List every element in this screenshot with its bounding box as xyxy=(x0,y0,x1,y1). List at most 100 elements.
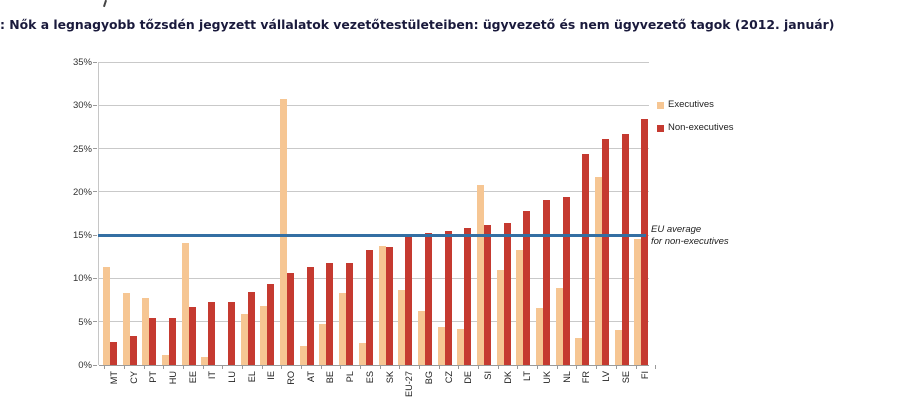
x-axis-label-EU-27: EU-27 xyxy=(404,371,415,398)
x-axis-tick xyxy=(438,365,440,369)
bar-non-executives-LU xyxy=(228,301,236,365)
x-axis-tick xyxy=(576,365,578,369)
bar-executives-PL xyxy=(339,293,347,365)
bar-executives-SI xyxy=(476,184,484,365)
bar-executives-BG xyxy=(417,311,425,365)
bar-non-executives-BE xyxy=(326,262,334,365)
bar-non-executives-BG xyxy=(424,233,432,365)
bar-executives-UK xyxy=(535,307,543,365)
bar-executives-EE xyxy=(181,242,189,365)
bar-executives-DE xyxy=(457,328,465,365)
bar-non-executives-HU xyxy=(169,318,177,365)
bar-non-executives-CY xyxy=(129,335,137,365)
bar-executives-PT xyxy=(142,298,150,365)
legend-key-executives-icon xyxy=(657,102,664,109)
x-axis-tick xyxy=(419,365,421,369)
x-axis-label-RO: RO xyxy=(286,371,297,385)
bar-executives-ES xyxy=(358,342,366,365)
x-axis-label-FI: FI xyxy=(640,371,651,380)
x-axis-tick xyxy=(517,365,519,369)
y-axis-label: 15% xyxy=(72,230,92,242)
y-axis-label: 35% xyxy=(72,57,92,68)
bar-executives-MT xyxy=(103,267,110,365)
bar-non-executives-LV xyxy=(602,139,609,365)
y-axis-tick xyxy=(93,364,97,366)
y-axis-label: 0% xyxy=(78,360,92,371)
y-axis-tick xyxy=(93,61,97,63)
gridline xyxy=(99,191,649,193)
x-axis-tick xyxy=(104,365,106,369)
x-axis-tick xyxy=(340,365,342,369)
x-axis-tick xyxy=(596,365,598,369)
x-axis-tick xyxy=(320,365,322,369)
y-axis-tick xyxy=(93,277,97,279)
bar-executives-LV xyxy=(595,177,602,365)
x-axis-label-CY: CY xyxy=(128,371,139,384)
gridline xyxy=(99,277,649,279)
x-axis-label-DE: DE xyxy=(463,371,474,384)
x-axis-label-BE: BE xyxy=(325,371,336,384)
x-axis-label-SI: SI xyxy=(482,371,493,380)
x-axis-label-SE: SE xyxy=(620,371,631,384)
eu-average-annotation-line1: EU average xyxy=(651,224,702,235)
cropped-text-fragment xyxy=(102,0,108,8)
gridline xyxy=(99,104,649,106)
x-axis-label-AT: AT xyxy=(305,371,316,383)
y-axis-tick xyxy=(93,234,97,236)
bar-non-executives-AT xyxy=(306,267,314,365)
bar-non-executives-MT xyxy=(110,341,117,365)
bar-executives-IE xyxy=(260,306,268,365)
x-axis-label-EE: EE xyxy=(187,371,198,384)
x-axis-label-EL: EL xyxy=(246,371,257,383)
bar-non-executives-EU-27 xyxy=(405,235,413,365)
x-axis-tick xyxy=(241,365,243,369)
bar-non-executives-SI xyxy=(483,224,491,365)
x-axis-tick xyxy=(478,365,480,369)
x-axis-tick xyxy=(182,365,184,369)
gridline xyxy=(99,148,649,150)
x-axis-tick xyxy=(143,365,145,369)
x-axis-tick xyxy=(615,365,617,369)
x-axis-label-IE: IE xyxy=(266,371,277,380)
bar-non-executives-DK xyxy=(503,223,511,365)
x-axis-label-UK: UK xyxy=(541,371,552,384)
x-axis-tick xyxy=(281,365,283,369)
gridline xyxy=(99,61,649,63)
x-axis-label-IT: IT xyxy=(207,371,218,380)
bar-executives-NL xyxy=(555,287,563,365)
y-axis-label: 20% xyxy=(72,186,92,198)
bar-non-executives-SE xyxy=(621,133,629,365)
chart-title: : Nők a legnagyobb tőzsdén jegyzett váll… xyxy=(0,17,835,32)
bar-executives-FI xyxy=(634,238,642,365)
x-axis-label-LV: LV xyxy=(601,371,611,382)
bar-non-executives-EE xyxy=(188,307,196,365)
x-axis-label-ES: ES xyxy=(364,371,375,384)
bar-non-executives-CZ xyxy=(444,230,452,365)
x-axis-label-HU: HU xyxy=(168,371,179,385)
y-axis-label: 25% xyxy=(72,143,92,155)
x-axis-tick xyxy=(123,365,125,369)
bar-non-executives-FR xyxy=(582,153,590,365)
gridline xyxy=(99,321,649,323)
legend-label-executives: Executives xyxy=(668,99,714,110)
bar-non-executives-RO xyxy=(287,273,295,365)
y-axis-tick xyxy=(93,148,97,150)
bar-executives-IT xyxy=(201,357,209,365)
x-axis-tick xyxy=(261,365,263,369)
x-axis-label-LU: LU xyxy=(227,371,238,383)
x-axis-line xyxy=(99,365,649,366)
bar-executives-RO xyxy=(280,99,288,365)
bar-non-executives-DE xyxy=(464,228,472,365)
bar-non-executives-IE xyxy=(267,283,275,365)
bar-non-executives-ES xyxy=(365,249,373,365)
x-axis-tick xyxy=(635,365,637,369)
bar-non-executives-IT xyxy=(208,301,216,365)
y-axis-label: 5% xyxy=(78,316,92,328)
bar-non-executives-EL xyxy=(247,292,255,365)
x-axis-label-LT: LT xyxy=(522,371,533,382)
x-axis-label-SK: SK xyxy=(384,371,395,384)
y-axis-tick xyxy=(93,321,97,323)
legend-key-non-executives-icon xyxy=(657,125,664,132)
x-axis-tick xyxy=(399,365,401,369)
